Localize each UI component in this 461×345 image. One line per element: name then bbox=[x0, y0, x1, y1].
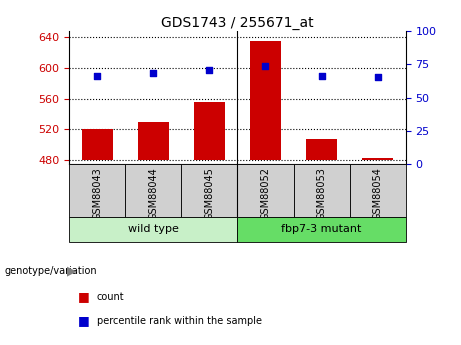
Text: GSM88053: GSM88053 bbox=[317, 167, 326, 220]
Title: GDS1743 / 255671_at: GDS1743 / 255671_at bbox=[161, 16, 314, 30]
Point bbox=[149, 71, 157, 76]
Point bbox=[318, 73, 325, 78]
Text: GSM88043: GSM88043 bbox=[92, 167, 102, 219]
Text: count: count bbox=[97, 292, 124, 302]
Text: GSM88052: GSM88052 bbox=[260, 167, 271, 220]
Bar bbox=[294, 164, 349, 217]
Text: ■: ■ bbox=[78, 314, 90, 327]
Bar bbox=[69, 164, 125, 217]
Text: GSM88044: GSM88044 bbox=[148, 167, 158, 219]
Bar bbox=[181, 164, 237, 217]
Bar bbox=[349, 164, 406, 217]
Text: fbp7-3 mutant: fbp7-3 mutant bbox=[281, 224, 362, 234]
Text: percentile rank within the sample: percentile rank within the sample bbox=[97, 316, 262, 326]
Bar bbox=[69, 217, 237, 241]
Point bbox=[262, 63, 269, 68]
Text: wild type: wild type bbox=[128, 224, 179, 234]
Bar bbox=[82, 129, 112, 160]
Point bbox=[94, 73, 101, 78]
Text: ■: ■ bbox=[78, 290, 90, 303]
Bar bbox=[362, 158, 393, 160]
Text: ▶: ▶ bbox=[67, 264, 77, 277]
Bar bbox=[237, 217, 406, 241]
Bar bbox=[125, 164, 181, 217]
Text: GSM88054: GSM88054 bbox=[372, 167, 383, 220]
Point bbox=[374, 75, 381, 80]
Point bbox=[206, 68, 213, 73]
Text: genotype/variation: genotype/variation bbox=[5, 266, 97, 276]
Bar bbox=[306, 139, 337, 160]
Text: GSM88045: GSM88045 bbox=[204, 167, 214, 220]
Bar bbox=[250, 41, 281, 160]
Bar bbox=[138, 122, 169, 160]
Bar bbox=[237, 164, 294, 217]
Bar bbox=[194, 102, 225, 160]
